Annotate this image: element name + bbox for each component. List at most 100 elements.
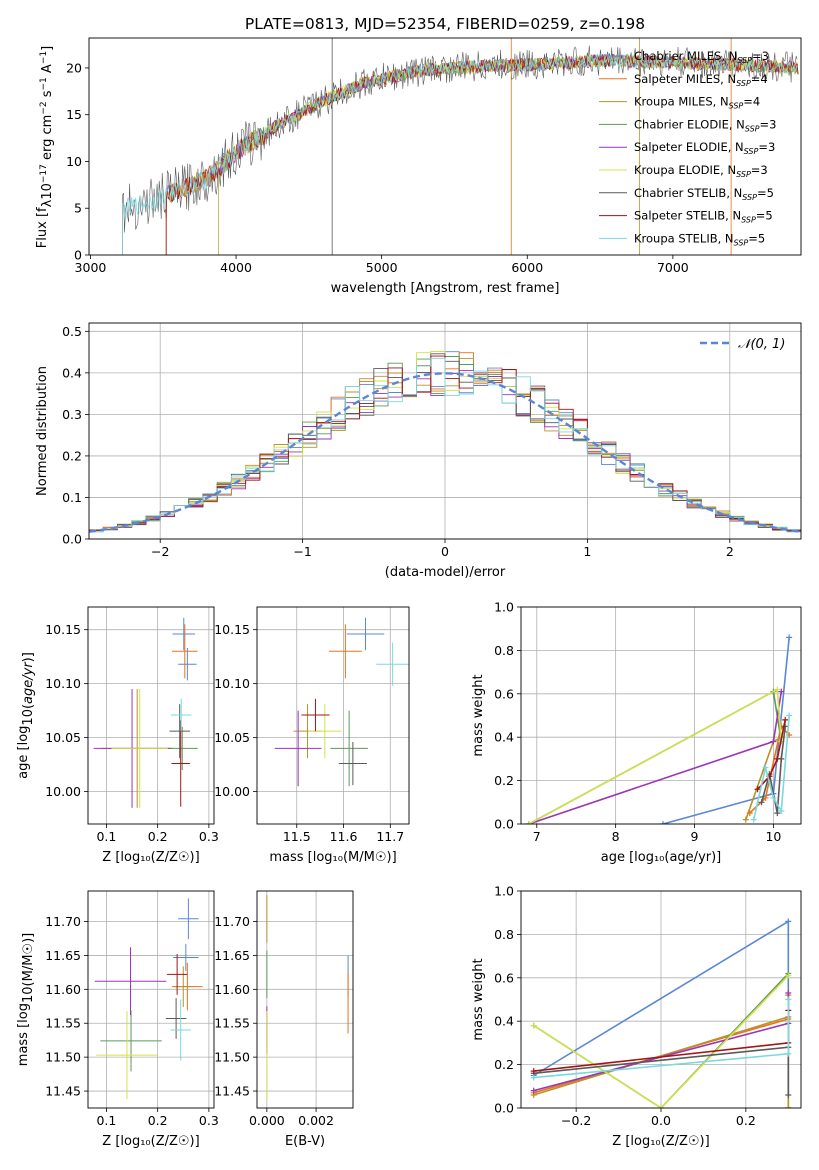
y-tick-label: 11.45 — [214, 1084, 250, 1099]
plot-area — [122, 38, 799, 255]
y-tick-label: 0.6 — [494, 970, 514, 985]
y-tick-label: 11.45 — [45, 1084, 81, 1099]
plot-area — [94, 898, 203, 1100]
y-axis-label: mass [log10(M/M☉)] — [16, 933, 36, 1066]
x-tick-label: 6000 — [511, 260, 543, 275]
y-tick-label: 10.10 — [214, 676, 250, 691]
weight-marker — [774, 686, 781, 693]
y-tick-label: 0.2 — [494, 773, 514, 788]
weight-marker — [658, 1105, 664, 1108]
x-tick-label: 0.0 — [651, 1113, 671, 1128]
plot-area — [89, 351, 801, 534]
legend-entry: Salpeter MILES, NSSP=4 — [634, 72, 768, 88]
weight-marker — [778, 807, 785, 814]
plot-area — [525, 634, 793, 824]
x-tick-label: 0.2 — [148, 1113, 168, 1128]
axes-weights_vs_age: 7 8 9 10 0.0 0.2 0.4 0.6 0.8 1.0 age [log₁₀(age/yr… — [471, 600, 802, 865]
x-axis-label: wavelength [Angstrom, rest frame] — [331, 281, 560, 296]
y-tick-label: 11.60 — [45, 982, 81, 997]
weight-marker — [530, 1087, 537, 1094]
y-tick-label: 10.10 — [45, 676, 81, 691]
y-tick-label: 0.4 — [494, 1014, 514, 1029]
axes-frame — [88, 322, 802, 540]
x-tick-label: 0.3 — [199, 829, 219, 844]
x-tick-label: 8 — [612, 829, 620, 844]
y-tick-label: 10 — [66, 154, 82, 169]
y-tick-label: 10.05 — [214, 730, 250, 745]
y-tick-label: 0.0 — [494, 817, 514, 832]
spectrum-line — [122, 54, 798, 255]
weight-marker — [770, 794, 777, 801]
weight-marker — [778, 688, 785, 695]
x-tick-label: 4000 — [220, 260, 252, 275]
x-tick-label: 0.1 — [96, 829, 116, 844]
weight-marker — [785, 1091, 792, 1098]
x-tick-label: 0.2 — [148, 829, 168, 844]
x-tick-label: 7 — [533, 829, 541, 844]
y-tick-label: 0.3 — [62, 407, 82, 422]
y-tick-label: 11.65 — [214, 948, 250, 963]
y-tick-label: 0 — [74, 248, 82, 263]
y-tick-label: 0.2 — [62, 448, 82, 463]
x-axis-label: Z [log₁₀(Z/Z☉)] — [102, 1134, 199, 1149]
axes-mass_vs_Z: 0.1 0.2 0.3 11.45 11.50 11.55 11.60 11.65 11.70 Z… — [16, 890, 219, 1149]
y-tick-label: 0.4 — [62, 365, 82, 380]
weight-series — [757, 719, 786, 790]
plot-area — [266, 895, 349, 1100]
legend-entry: Kroupa ELODIE, NSSP=3 — [634, 163, 768, 179]
y-tick-label: 0.1 — [62, 490, 82, 505]
y-tick-label: 1.0 — [494, 600, 514, 615]
y-tick-label: 5 — [74, 201, 82, 216]
weight-marker — [530, 1068, 537, 1075]
x-tick-label: −1 — [293, 544, 311, 559]
axes-frame — [88, 37, 802, 256]
y-axis-label: Flux [fλ10−17 erg cm−2 s−1 A−1] — [35, 46, 55, 248]
x-tick-label: 0.3 — [199, 1113, 219, 1128]
y-tick-label: 11.65 — [45, 948, 81, 963]
spectrum-line — [165, 53, 799, 255]
axes-frame — [256, 890, 354, 1109]
y-tick-label: 0.0 — [62, 532, 82, 547]
x-tick-label: 2 — [726, 544, 734, 559]
axes-mass_vs_ebv: 0.000 0.002 11.45 11.50 11.55 11.60 11.65 11.70… — [214, 890, 354, 1149]
axes-age_vs_mass: 11.5 11.6 11.7 10.00 10.05 10.10 10.15 mass [lo… — [214, 606, 410, 865]
weight-marker — [530, 1022, 537, 1029]
legend-entry: Salpeter STELIB, NSSP=5 — [634, 209, 773, 225]
y-tick-label: 11.50 — [45, 1050, 81, 1065]
x-tick-label: 5000 — [366, 260, 398, 275]
axes-residuals: −2 −1 0 1 2 0.0 0.1 0.2 0.3 0.4 0.5 (data-model)/er… — [35, 322, 802, 580]
x-tick-label: 0 — [441, 544, 449, 559]
axes-weights_vs_Z: −0.2 0.0 0.2 0.0 0.2 0.4 0.6 0.8 1.0 Z [log₁₀(Z/Z… — [471, 884, 802, 1149]
y-tick-label: 0.4 — [494, 730, 514, 745]
weight-marker — [774, 810, 781, 817]
y-tick-label: 0.8 — [494, 927, 514, 942]
legend-entry: Kroupa STELIB, NSSP=5 — [634, 231, 765, 247]
normal-curve — [89, 372, 801, 533]
y-tick-label: 0.0 — [494, 1101, 514, 1116]
y-axis-label: age [log10(age/yr)] — [16, 652, 36, 779]
y-tick-label: 0.2 — [494, 1057, 514, 1072]
weight-marker — [785, 996, 792, 1003]
x-axis-label: Z [log₁₀(Z/Z☉)] — [612, 1134, 709, 1149]
y-tick-label: 11.60 — [214, 982, 250, 997]
weight-marker — [785, 1050, 792, 1057]
x-tick-label: 10 — [765, 829, 781, 844]
plot-area — [530, 918, 792, 1108]
y-tick-label: 11.70 — [45, 914, 81, 929]
plot-area — [274, 617, 409, 787]
x-tick-label: 9 — [691, 829, 699, 844]
weight-marker — [786, 712, 793, 719]
legend-entry: Salpeter ELODIE, NSSP=3 — [634, 140, 775, 156]
weight-marker — [774, 755, 781, 762]
plot-area — [93, 617, 198, 808]
x-axis-label: Z [log₁₀(Z/Z☉)] — [102, 850, 199, 865]
x-tick-label: 1 — [583, 544, 591, 559]
y-tick-label: 0.8 — [494, 643, 514, 658]
axes-age_vs_Z: 0.1 0.2 0.3 10.00 10.05 10.10 10.15 Z [log₁₀(Z/… — [16, 606, 219, 865]
legend-entry: Chabrier MILES, NSSP=3 — [634, 49, 769, 65]
y-tick-label: 11.70 — [214, 914, 250, 929]
y-tick-label: 10.15 — [214, 622, 250, 637]
spectrum-legend: Chabrier MILES, NSSP=3 Salpeter MILES, NS… — [599, 49, 776, 247]
weight-marker — [782, 716, 789, 723]
